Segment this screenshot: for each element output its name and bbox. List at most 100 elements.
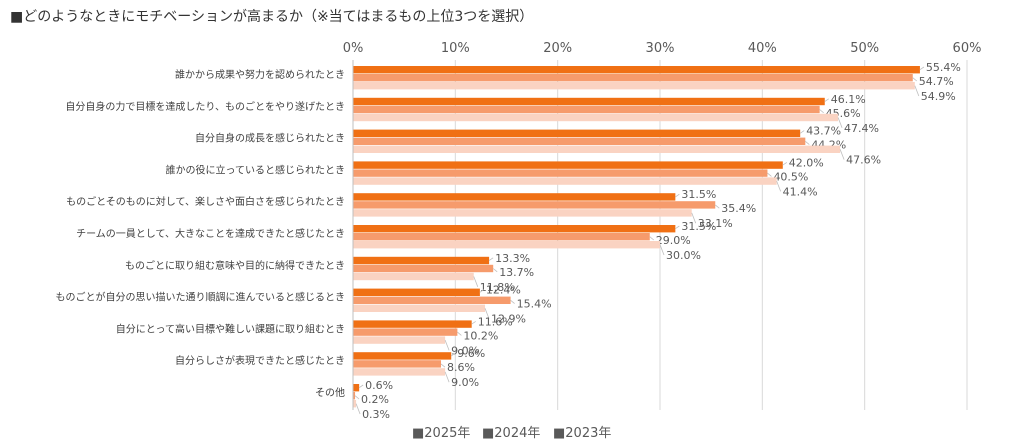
x-tick-label: 10% [441, 41, 470, 56]
x-tick-label: 60% [953, 41, 982, 56]
bar [353, 66, 920, 74]
data-label: 33.1% [698, 217, 733, 230]
bar [353, 97, 825, 106]
x-tick-label: 40% [748, 41, 777, 56]
label-leader-line [659, 244, 665, 256]
data-label: 0.2% [361, 393, 389, 406]
bar [353, 288, 480, 296]
label-leader-line [471, 321, 476, 325]
data-label: 55.4% [926, 61, 961, 74]
category-label: ものごとが自分の思い描いた通り順調に進んでいると感じるとき [56, 291, 346, 304]
data-label: 42.0% [789, 156, 824, 169]
label-leader-line [767, 172, 772, 177]
data-label: 54.7% [919, 75, 954, 88]
label-leader-line [675, 193, 680, 198]
bar [353, 161, 783, 169]
bar [353, 137, 806, 145]
data-label: 54.9% [921, 90, 956, 103]
data-label: 29.0% [656, 234, 691, 247]
data-label: 31.5% [681, 188, 716, 201]
label-leader-line [457, 331, 462, 336]
x-tick-label: 50% [850, 41, 879, 56]
label-leader-line [473, 276, 479, 287]
label-leader-line [919, 66, 925, 71]
data-label: 12.4% [486, 284, 521, 297]
label-leader-line [488, 257, 494, 261]
label-leader-line [805, 140, 810, 145]
label-leader-line [799, 130, 805, 134]
bar [353, 256, 490, 265]
data-label: 12.9% [491, 313, 526, 326]
x-tick-label: 30% [646, 41, 675, 56]
data-label: 9.6% [457, 347, 485, 360]
category-label: 自分にとって高い目標や難しい課題に取り組むとき [116, 322, 345, 335]
data-label: 47.4% [844, 122, 879, 135]
label-leader-line [824, 98, 829, 102]
label-leader-line [358, 384, 364, 389]
label-leader-line [451, 352, 456, 357]
label-leader-line [479, 289, 485, 293]
label-leader-line [675, 225, 680, 230]
data-label: 41.4% [783, 185, 818, 198]
label-leader-line [776, 180, 782, 192]
label-leader-line [819, 109, 824, 114]
category-label: ものごとそのものに対して、楽しさや面白さを感じられたとき [66, 195, 345, 208]
data-label: 43.7% [806, 125, 841, 138]
bar [353, 400, 357, 408]
data-label: 31.5% [681, 220, 716, 233]
label-leader-line [839, 149, 845, 160]
label-leader-line [510, 299, 515, 304]
data-label: 11.8% [480, 281, 515, 294]
label-leader-line [649, 236, 655, 241]
bar [353, 193, 676, 201]
data-label: 46.1% [831, 93, 866, 106]
x-tick-label: 0% [343, 41, 364, 56]
data-label: 13.7% [499, 266, 534, 279]
label-leader-line [912, 77, 918, 82]
label-leader-line [355, 403, 361, 415]
label-leader-line [354, 395, 360, 400]
bar [353, 320, 472, 328]
data-label: 13.3% [495, 252, 530, 265]
label-leader-line [444, 371, 450, 383]
bar [353, 352, 452, 360]
bar [353, 201, 716, 209]
data-label: 47.6% [846, 154, 881, 167]
data-label: 40.5% [773, 170, 808, 183]
label-leader-line [715, 204, 720, 209]
data-label: 0.6% [365, 379, 393, 392]
label-leader-line [837, 117, 843, 128]
bar [353, 360, 442, 368]
data-label: 0.3% [362, 408, 390, 421]
bar [353, 74, 913, 82]
data-label: 9.0% [451, 344, 479, 357]
category-label: ものごとに取り組む意味や目的に納得できたとき [125, 259, 345, 272]
bar [353, 304, 486, 312]
category-label: 自分自身の力で目標を達成したり、ものごとをやり遂げたとき [65, 100, 345, 113]
x-tick-label: 20% [543, 41, 572, 56]
data-label: 10.2% [463, 329, 498, 342]
label-leader-line [691, 212, 697, 224]
bar [353, 392, 356, 400]
label-leader-line [440, 363, 446, 368]
data-label: 35.4% [721, 202, 756, 215]
category-label: 誰かから成果や努力を認められたとき [175, 68, 345, 81]
legend-entry: ■2024年 [482, 426, 540, 441]
bar [353, 82, 915, 90]
category-label: 自分らしさが表現できたと感じたとき [175, 354, 345, 367]
bar [353, 233, 650, 241]
label-leader-line [492, 268, 498, 273]
category-label: 誰かの役に立っていると感じられたとき [166, 163, 346, 176]
bar [353, 336, 446, 344]
data-label: 9.0% [451, 376, 479, 389]
bar [353, 145, 841, 153]
bar [353, 296, 511, 304]
bar [353, 105, 820, 114]
bar [353, 241, 660, 249]
bar [353, 272, 474, 281]
category-label: チームの一員として、大きなことを達成できたと感じたとき [76, 227, 345, 240]
label-leader-line [444, 339, 450, 351]
bar [353, 113, 839, 122]
bar [353, 225, 676, 233]
